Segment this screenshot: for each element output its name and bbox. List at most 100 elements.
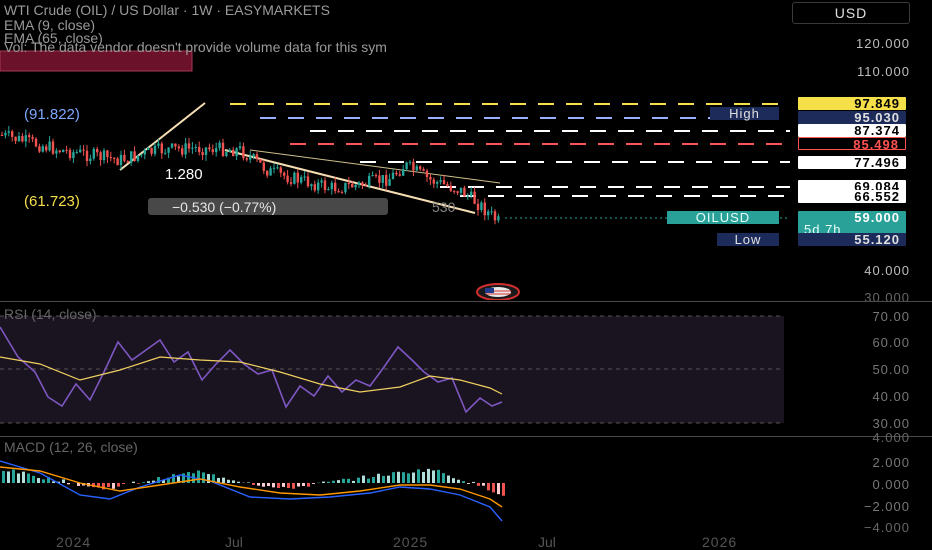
- macd-histogram-bar: [212, 474, 215, 483]
- candle-body: [357, 182, 361, 185]
- macd-histogram-bar: [302, 483, 305, 486]
- low-label: Low: [717, 233, 779, 246]
- candle-body: [11, 131, 14, 137]
- macd-histogram-bar: [447, 475, 450, 483]
- macd-histogram-bar: [227, 479, 230, 483]
- price-tag-55: 55.120: [798, 233, 906, 246]
- macd-histogram-bar: [252, 483, 255, 485]
- candle-body: [398, 174, 401, 176]
- candle-body: [293, 172, 296, 184]
- macd-chart[interactable]: [0, 437, 932, 532]
- macd-histogram-bar: [297, 483, 300, 487]
- ema65-legend[interactable]: EMA (65, close): [4, 30, 103, 46]
- candle-body: [391, 172, 395, 180]
- price-pane[interactable]: WTI Crude (OIL) / US Dollar · 1W · EASYM…: [0, 0, 932, 305]
- pane-divider[interactable]: [0, 436, 932, 437]
- us-flag-icon: [476, 283, 520, 300]
- candle-body: [123, 154, 126, 162]
- macd-histogram-bar: [407, 473, 410, 483]
- candles: [0, 126, 500, 225]
- macd-line: [0, 460, 503, 522]
- fib-levels: [230, 103, 790, 197]
- candle-body: [24, 135, 27, 142]
- candle-body: [361, 182, 364, 186]
- macd-histogram-bar: [427, 468, 430, 483]
- rsi-title[interactable]: RSI (14, close): [4, 306, 97, 322]
- candle-body: [211, 149, 214, 153]
- macd-histogram-bar: [492, 483, 495, 493]
- macd-histogram-bar: [272, 483, 275, 488]
- chart-title[interactable]: WTI Crude (OIL) / US Dollar · 1W · EASYM…: [4, 2, 330, 18]
- candle-body: [160, 143, 163, 154]
- rsi-axis-label: 70.00: [872, 309, 910, 324]
- rsi-ma-line: [0, 356, 503, 395]
- macd-histogram-bar: [122, 483, 125, 485]
- rsi-axis-label: 30.00: [872, 416, 910, 431]
- currency-button[interactable]: USD: [792, 2, 910, 24]
- macd-histogram-bar: [367, 478, 370, 483]
- candle-body: [487, 211, 490, 216]
- candle-body: [153, 145, 157, 154]
- macd-axis-label: 4.000: [872, 430, 910, 445]
- ema9-legend[interactable]: EMA (9, close): [4, 17, 96, 33]
- symbol-label[interactable]: OILUSD: [667, 211, 779, 224]
- candle-body: [170, 143, 174, 148]
- macd-histogram-bar: [177, 476, 180, 483]
- vol-legend: Vol: The data vendor doesn't provide vol…: [4, 39, 387, 55]
- macd-histogram-bar: [197, 470, 200, 483]
- candle-body: [419, 166, 422, 170]
- macd-histogram-bar: [462, 481, 465, 483]
- fib-label-top: (91.822): [24, 106, 80, 123]
- candle-body: [116, 158, 119, 166]
- candle-body: [252, 154, 255, 157]
- candle-body: [330, 182, 333, 190]
- candle-body: [38, 146, 41, 152]
- price-tag-95: 95.030: [798, 111, 906, 124]
- macd-histogram-bar: [17, 473, 20, 483]
- candle-body: [262, 162, 265, 171]
- candle-body: [340, 192, 344, 194]
- candle-body: [374, 175, 378, 177]
- price-chart[interactable]: [0, 0, 932, 300]
- candle-body: [228, 149, 231, 152]
- macd-title[interactable]: MACD (12, 26, close): [4, 439, 138, 455]
- countdown-tag: 5d 7h: [798, 223, 906, 236]
- candle-body: [476, 203, 480, 211]
- macd-histogram-bar: [117, 483, 120, 487]
- macd-histogram-bar: [167, 477, 170, 483]
- macd-histogram-bar: [107, 483, 110, 488]
- candle-body: [385, 175, 388, 186]
- macd-histogram-bar: [307, 483, 310, 487]
- candle-body: [327, 189, 330, 191]
- candle-body: [344, 182, 347, 193]
- alert-box: [0, 50, 193, 72]
- rsi-chart[interactable]: [0, 302, 932, 436]
- time-axis-label: Jul: [538, 534, 556, 550]
- candle-body: [493, 211, 497, 221]
- macd-histogram: [2, 468, 505, 496]
- macd-histogram-bar: [472, 481, 475, 483]
- candle-body: [109, 157, 112, 159]
- candle-body: [266, 170, 269, 176]
- candle-body: [289, 182, 293, 184]
- price-tag-87: 87.374: [798, 124, 906, 137]
- high-label: High: [710, 107, 779, 120]
- candle-body: [130, 151, 133, 163]
- candle-body: [85, 150, 89, 162]
- pane-divider[interactable]: [0, 301, 932, 302]
- candle-body: [432, 179, 435, 184]
- candle-body: [429, 176, 432, 180]
- macd-histogram-bar: [327, 481, 330, 483]
- macd-axis-label: 2.000: [872, 455, 910, 470]
- macd-histogram-bar: [112, 483, 115, 489]
- candle-body: [167, 147, 170, 153]
- macd-histogram-bar: [442, 473, 445, 483]
- candle-body: [21, 136, 24, 142]
- macd-histogram-bar: [97, 483, 100, 488]
- candle-body: [459, 187, 463, 193]
- macd-histogram-bar: [47, 476, 50, 483]
- candle-body: [177, 146, 180, 149]
- candle-body: [300, 177, 303, 183]
- candle-body: [96, 148, 99, 153]
- candle-body: [323, 180, 327, 191]
